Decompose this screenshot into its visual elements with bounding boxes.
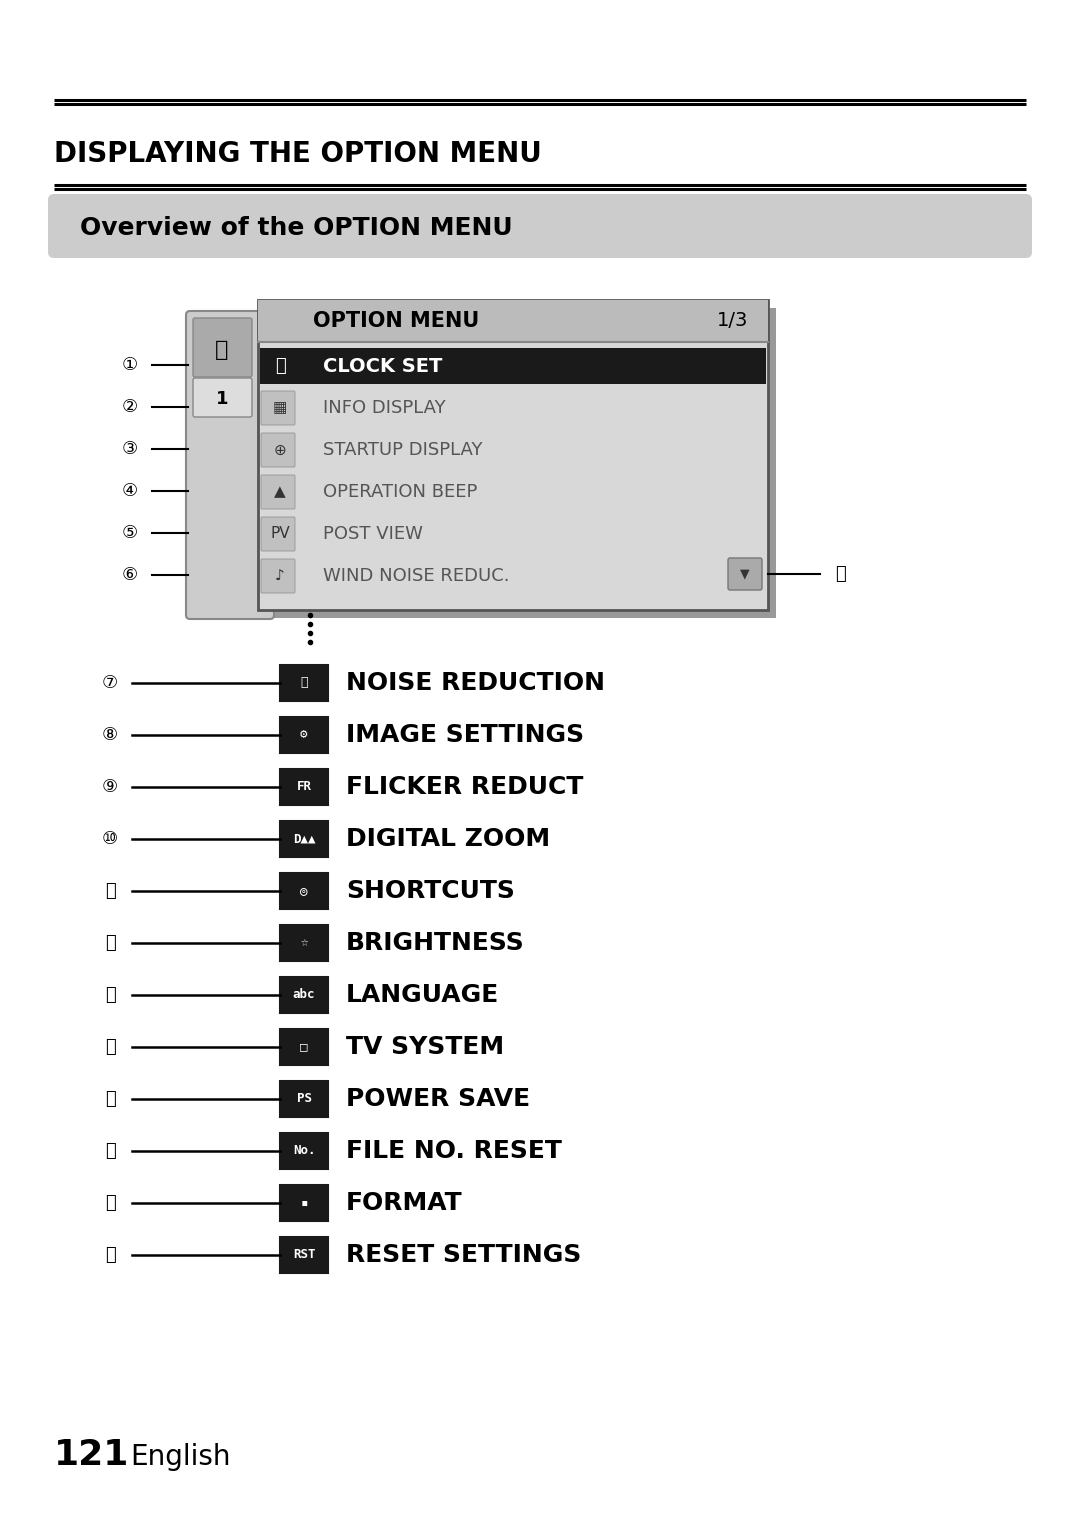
Text: TV SYSTEM: TV SYSTEM — [346, 1034, 504, 1059]
Text: ◎: ◎ — [300, 885, 308, 897]
Text: LANGUAGE: LANGUAGE — [346, 983, 499, 1007]
FancyBboxPatch shape — [261, 433, 295, 467]
FancyBboxPatch shape — [261, 475, 295, 510]
Text: ⑥: ⑥ — [122, 566, 138, 584]
Text: ▼: ▼ — [740, 567, 750, 581]
Text: □: □ — [300, 1040, 308, 1054]
Text: FILE NO. RESET: FILE NO. RESET — [346, 1139, 562, 1164]
Text: FLICKER REDUCT: FLICKER REDUCT — [346, 776, 583, 799]
FancyBboxPatch shape — [728, 558, 762, 590]
Bar — [280, 873, 328, 910]
Text: ⑫: ⑫ — [105, 934, 116, 952]
Text: abc: abc — [293, 989, 315, 1001]
Text: 1: 1 — [216, 389, 228, 408]
Bar — [280, 716, 328, 753]
Text: English: English — [130, 1443, 230, 1471]
Text: ⑧: ⑧ — [102, 726, 118, 744]
Text: ①: ① — [122, 356, 138, 374]
Text: ▲: ▲ — [274, 485, 286, 499]
Text: POST VIEW: POST VIEW — [323, 525, 423, 543]
Text: ▦: ▦ — [273, 400, 287, 415]
Text: ⊕: ⊕ — [273, 443, 286, 458]
Text: ⑱: ⑱ — [105, 1246, 116, 1264]
Text: 1/3: 1/3 — [717, 312, 748, 330]
Text: ⑯: ⑯ — [105, 1142, 116, 1161]
Text: ⑪: ⑪ — [105, 882, 116, 900]
Text: INFO DISPLAY: INFO DISPLAY — [323, 399, 446, 417]
Text: DISPLAYING THE OPTION MENU: DISPLAYING THE OPTION MENU — [54, 140, 542, 167]
Text: NOISE REDUCTION: NOISE REDUCTION — [346, 671, 605, 695]
Text: OPTION MENU: OPTION MENU — [313, 310, 480, 332]
FancyBboxPatch shape — [193, 379, 252, 417]
Text: 🌟: 🌟 — [300, 677, 308, 689]
Text: SHORTCUTS: SHORTCUTS — [346, 879, 515, 903]
Bar — [280, 976, 328, 1013]
Text: POWER SAVE: POWER SAVE — [346, 1088, 530, 1110]
Text: ⑩: ⑩ — [102, 830, 118, 849]
Text: ⚙: ⚙ — [300, 729, 308, 742]
FancyBboxPatch shape — [261, 391, 295, 424]
Bar — [280, 1030, 328, 1065]
Bar — [266, 307, 777, 618]
Text: ▪: ▪ — [300, 1197, 308, 1209]
Bar — [280, 770, 328, 805]
Bar — [280, 1081, 328, 1116]
FancyBboxPatch shape — [261, 348, 295, 383]
Text: Overview of the OPTION MENU: Overview of the OPTION MENU — [80, 216, 513, 240]
Text: STARTUP DISPLAY: STARTUP DISPLAY — [323, 441, 483, 459]
Bar — [258, 300, 768, 610]
Text: ⑬: ⑬ — [105, 986, 116, 1004]
Text: RST: RST — [293, 1249, 315, 1261]
Text: DIGITAL ZOOM: DIGITAL ZOOM — [346, 827, 550, 852]
Bar — [280, 665, 328, 701]
Text: ⑤: ⑤ — [122, 525, 138, 541]
Text: FORMAT: FORMAT — [346, 1191, 462, 1215]
Text: RESET SETTINGS: RESET SETTINGS — [346, 1243, 581, 1267]
Bar — [280, 1133, 328, 1170]
Text: No.: No. — [293, 1144, 315, 1157]
Text: ⑨: ⑨ — [102, 779, 118, 795]
Bar — [280, 925, 328, 961]
Text: ②: ② — [122, 399, 138, 417]
Text: ⑮: ⑮ — [105, 1091, 116, 1107]
Text: ☆: ☆ — [300, 937, 308, 949]
Text: ⑲: ⑲ — [835, 564, 846, 583]
Bar — [280, 821, 328, 856]
Text: ④: ④ — [122, 482, 138, 500]
Text: BRIGHTNESS: BRIGHTNESS — [346, 931, 525, 955]
Text: FR: FR — [297, 780, 311, 794]
Bar — [280, 1185, 328, 1221]
Text: CLOCK SET: CLOCK SET — [323, 356, 443, 376]
Text: PS: PS — [297, 1092, 311, 1106]
Bar — [260, 348, 766, 383]
FancyBboxPatch shape — [261, 560, 295, 593]
Text: ⑭: ⑭ — [105, 1037, 116, 1056]
Text: ⏰: ⏰ — [274, 357, 285, 376]
Text: PV: PV — [270, 526, 289, 541]
FancyBboxPatch shape — [193, 318, 252, 377]
Text: ⑦: ⑦ — [102, 674, 118, 692]
Text: 🔧: 🔧 — [215, 341, 229, 360]
Text: 121: 121 — [54, 1437, 130, 1472]
FancyBboxPatch shape — [186, 310, 274, 619]
Text: D▲▲: D▲▲ — [293, 832, 315, 846]
Bar — [280, 1237, 328, 1273]
Text: WIND NOISE REDUC.: WIND NOISE REDUC. — [323, 567, 510, 586]
FancyBboxPatch shape — [48, 195, 1032, 259]
Text: ♪: ♪ — [275, 569, 285, 584]
FancyBboxPatch shape — [261, 517, 295, 551]
Text: OPERATION BEEP: OPERATION BEEP — [323, 484, 477, 500]
Text: IMAGE SETTINGS: IMAGE SETTINGS — [346, 722, 584, 747]
Bar — [258, 300, 768, 342]
Text: ⑰: ⑰ — [105, 1194, 116, 1212]
Text: ③: ③ — [122, 440, 138, 458]
